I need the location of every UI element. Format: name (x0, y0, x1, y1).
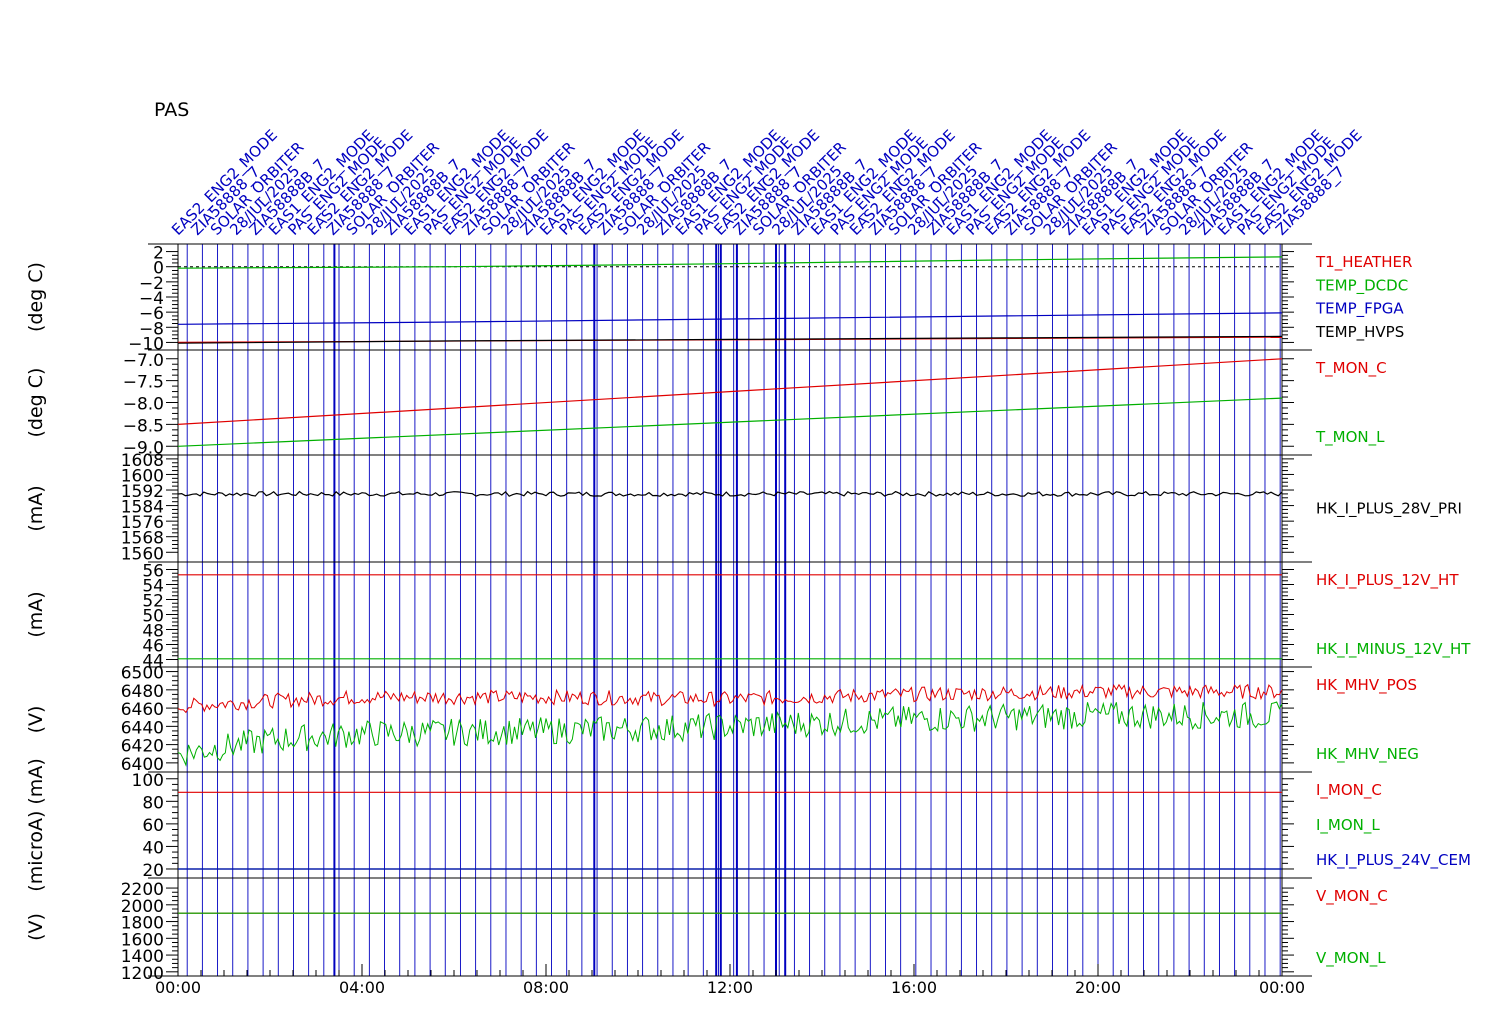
legend-label: HK_MHV_POS (1316, 676, 1417, 695)
legend-label: T1_HEATHER (1315, 253, 1412, 272)
panel-1: 20−2−4−6−8−10 (deg C) T1_HEATHER TEMP_DCDC T… (25, 243, 1412, 354)
y-tick-label: 1200 (121, 964, 164, 984)
legend-label: T_MON_L (1315, 428, 1385, 447)
y-axis-label: (mA) (25, 485, 47, 531)
x-tick-label: 04:00 (339, 978, 385, 997)
panel-frame (177, 666, 1283, 773)
y-tick-label: 6420 (121, 737, 164, 757)
y-tick-label: 1600 (121, 930, 164, 950)
y-axis-label: (V) (25, 913, 47, 941)
y-tick-label: 40 (142, 838, 164, 858)
y-tick-label: −8.0 (123, 395, 164, 415)
x-tick-label: 20:00 (1075, 978, 1121, 997)
panels: 20−2−4−6−8−10(deg C)T1_HEATHERTEMP_DCDCT… (25, 243, 1471, 984)
legend-label: I_MON_L (1316, 816, 1380, 835)
y-tick-label: 1592 (121, 482, 164, 502)
y-tick-label: −8 (139, 319, 164, 339)
legend-label: HK_I_PLUS_24V_CEM (1316, 851, 1471, 870)
series-line (177, 701, 1283, 767)
legend-label: HK_I_MINUS_12V_HT (1316, 640, 1471, 659)
panel-frame (177, 771, 1283, 879)
y-tick-label: 2 (153, 244, 164, 264)
y-tick-label: 1608 (121, 451, 164, 471)
legend-label: TEMP_DCDC (1315, 276, 1408, 295)
y-tick-label: −4 (139, 289, 164, 309)
x-axis: 00:00 04:00 08:00 12:00 16:00 20:00 00:00 (155, 964, 1305, 997)
y-tick-label: −7.5 (123, 373, 164, 393)
series-line (177, 683, 1283, 714)
series-line (177, 256, 1283, 269)
y-tick-label: 56 (142, 562, 164, 582)
series-line (177, 312, 1283, 325)
legend-label: V_MON_L (1316, 949, 1386, 968)
panel-frame (177, 454, 1283, 563)
y-tick-label: −10 (128, 334, 164, 354)
y-axis-label: (deg C) (25, 262, 47, 332)
series-line (177, 490, 1283, 497)
event-lines (186, 244, 1281, 976)
panel-frame (177, 561, 1283, 668)
legend-label: TEMP_FPGA (1315, 300, 1404, 319)
x-tick-label: 16:00 (891, 978, 937, 997)
y-tick-label: 52 (142, 592, 164, 612)
y-axis-label: (microA) (mA) (25, 758, 47, 891)
series-line (177, 335, 1283, 344)
y-tick-label: 1584 (121, 498, 164, 518)
panel-frame (177, 243, 1283, 351)
y-tick-label: 1400 (121, 947, 164, 967)
y-tick-label: 54 (142, 577, 164, 597)
legend-label: V_MON_C (1316, 887, 1388, 906)
y-tick-label: 46 (142, 637, 164, 657)
y-tick-label: −8.5 (123, 416, 164, 436)
legend-label: I_MON_C (1316, 781, 1382, 800)
panel-4: 56545250484644(mA)HK_I_PLUS_12V_HTHK_I_M… (25, 561, 1471, 672)
y-tick-label: −9.0 (123, 438, 164, 458)
x-tick-label: 12:00 (707, 978, 753, 997)
y-tick-label: 100 (132, 771, 164, 791)
page-title: PAS (154, 99, 189, 121)
y-tick-label: 6440 (121, 718, 164, 738)
y-tick-label: 48 (142, 622, 164, 642)
event-labels: EAS2_ENG2_MODEZIA58888_7SOLAR_ORBITER28/… (168, 126, 1366, 239)
y-tick-label: 1568 (121, 529, 164, 549)
y-tick-label: −2 (139, 274, 164, 294)
legend-label: T_MON_C (1315, 359, 1387, 378)
x-tick-label: 00:00 (1259, 978, 1305, 997)
legend-label: HK_MHV_NEG (1316, 745, 1419, 764)
y-tick-label: −6 (139, 304, 164, 324)
y-tick-label: 0 (153, 259, 164, 279)
y-tick-label: 20 (142, 861, 164, 881)
y-tick-label: 50 (142, 607, 164, 627)
y-tick-label: −7.0 (123, 351, 164, 371)
y-tick-label: 6400 (121, 755, 164, 775)
x-tick-label: 00:00 (155, 978, 201, 997)
panel-frame (177, 877, 1283, 977)
x-tick-label: 08:00 (523, 978, 569, 997)
panel-2: −7.0−7.5−8.0−8.5−9.0 (deg C) T_MON_C T_MON_… (25, 349, 1387, 458)
series-line (177, 397, 1283, 447)
legend-label: HK_I_PLUS_28V_PRI (1316, 500, 1462, 519)
y-tick-label: 1800 (121, 914, 164, 934)
y-tick-label: 2000 (121, 897, 164, 917)
series-line (177, 358, 1283, 425)
y-tick-label: 2200 (121, 880, 164, 900)
y-tick-label: 1600 (121, 466, 164, 486)
y-tick-label: 60 (142, 816, 164, 836)
y-axis-label: (V) (25, 706, 47, 734)
y-tick-label: 6460 (121, 700, 164, 720)
y-tick-label: 1560 (121, 544, 164, 564)
y-tick-label: 1576 (121, 513, 164, 533)
y-tick-label: 80 (142, 793, 164, 813)
y-axis-label: (mA) (25, 591, 47, 637)
legend-label: TEMP_HVPS (1315, 323, 1404, 342)
y-tick-label: 6500 (121, 664, 164, 684)
legend-label: HK_I_PLUS_12V_HT (1316, 571, 1459, 590)
y-axis-label: (deg C) (25, 368, 47, 438)
y-tick-label: 6480 (121, 682, 164, 702)
